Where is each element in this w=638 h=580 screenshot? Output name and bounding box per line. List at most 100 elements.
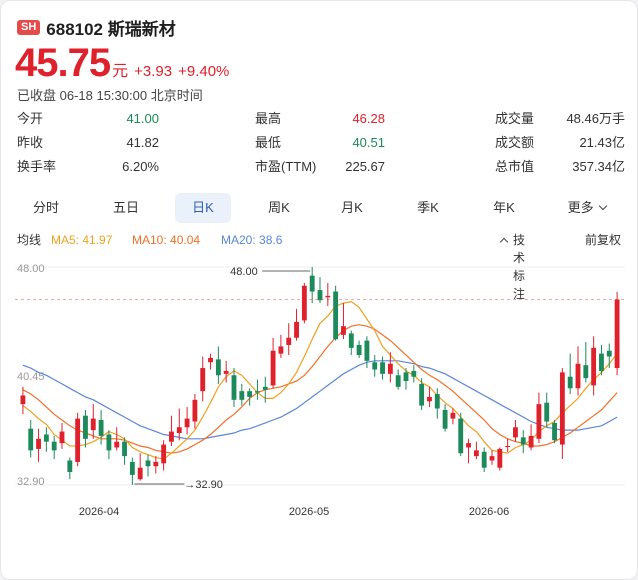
candle-body — [90, 418, 96, 431]
stat-value-open: 41.00 — [126, 111, 159, 126]
tab-more-label: 更多 — [567, 200, 594, 215]
candlestick-chart[interactable]: 48.00 40.45 32.90 48.00 →32.90 2026-04 2026-05… — [1, 253, 637, 523]
tab-five-day[interactable]: 五日 — [112, 200, 139, 215]
candle-body — [380, 362, 385, 374]
candle-body — [51, 441, 57, 451]
candle-body — [458, 418, 464, 454]
stat-label-high: 最高 — [255, 111, 282, 126]
stat-value-low: 40.51 — [352, 135, 385, 150]
candle-body — [192, 399, 198, 422]
tab-yearly-k[interactable]: 年K — [493, 200, 515, 215]
y-tick-label: 32.90 — [17, 476, 45, 488]
candle-body — [59, 431, 65, 444]
candle-body — [403, 372, 409, 382]
candle-body — [317, 290, 323, 301]
stat-value-turnover: 6.20% — [122, 159, 159, 174]
candle-body — [387, 363, 393, 374]
tab-intraday[interactable]: 分时 — [32, 200, 59, 215]
stat-value-high: 46.28 — [352, 111, 385, 126]
tab-daily-k[interactable]: 日K — [175, 193, 231, 223]
current-price: 45.75 — [15, 41, 111, 85]
candle-body — [247, 391, 253, 397]
candle-body — [184, 418, 190, 428]
candle-body — [231, 375, 237, 400]
candle-body — [161, 444, 167, 464]
period-tabs: 分时 五日 日K 周K 月K 季K 年K 更多 — [1, 193, 637, 223]
candle-body — [419, 383, 425, 406]
candle-body — [591, 347, 597, 386]
candle-body — [137, 467, 143, 480]
candle-body — [223, 370, 229, 374]
market-status: 已收盘 06-18 15:30:00 北京时间 — [17, 88, 203, 103]
candle-body — [559, 372, 565, 445]
x-tick-label: 2026-04 — [79, 506, 119, 518]
price-change: +3.93 — [134, 63, 173, 80]
candle-body — [473, 450, 479, 457]
candle-body — [614, 299, 620, 369]
stat-label-prev-close: 昨收 — [17, 135, 44, 150]
stock-code-name[interactable]: 688102 斯瑞新材 — [46, 20, 176, 39]
candle-body — [153, 461, 159, 467]
y-tick-label: 40.45 — [17, 371, 45, 383]
chevron-double-icon — [499, 237, 509, 247]
y-tick-label: 48.00 — [17, 263, 45, 275]
stat-label-amount: 成交额 — [495, 135, 535, 150]
candle-body — [114, 441, 120, 448]
tab-more[interactable]: 更多 — [557, 193, 617, 223]
candle-body — [411, 370, 417, 377]
candle-body — [536, 404, 542, 439]
stat-label-market-cap: 总市值 — [495, 159, 535, 174]
candle-body — [372, 362, 378, 370]
ma-title: 均线 — [17, 233, 42, 247]
candle-body — [208, 357, 213, 363]
stat-value-prev-close: 41.82 — [126, 135, 159, 150]
candle-body — [364, 340, 370, 361]
stat-label-volume: 成交量 — [495, 111, 535, 126]
ma10-line — [22, 324, 618, 454]
candle-body — [450, 412, 456, 419]
candle-body — [239, 391, 245, 400]
technical-annotation-toggle[interactable]: 技术标注 — [499, 231, 525, 301]
stat-value-market-cap: 357.34亿 — [572, 159, 625, 174]
ma5-legend: MA5: 41.97 — [51, 233, 113, 247]
ma-legend: 均线 MA5: 41.97 MA10: 40.04 MA20: 38.6 技术标… — [17, 231, 625, 301]
candle-body — [294, 321, 299, 338]
tab-monthly-k[interactable]: 月K — [341, 200, 363, 215]
adjust-mode-button[interactable]: 前复权 — [585, 233, 622, 247]
stat-label-open: 今开 — [17, 111, 44, 126]
candle-body — [106, 434, 112, 451]
candle-body — [75, 418, 81, 462]
candle-body — [356, 344, 362, 356]
candle-body — [145, 460, 151, 467]
high-marker-label: 48.00 — [230, 266, 258, 278]
stat-label-low: 最低 — [255, 135, 282, 150]
stock-header: SH 688102 斯瑞新材 — [17, 15, 176, 40]
tab-quarterly-k[interactable]: 季K — [417, 200, 439, 215]
candle-body — [67, 460, 73, 473]
technical-annotation-label: 技术标注 — [513, 233, 526, 301]
candle-body — [215, 359, 221, 376]
candle-body — [28, 428, 34, 451]
candle-body — [309, 275, 315, 292]
candle-body — [286, 337, 292, 345]
stat-value-pe: 225.67 — [345, 159, 385, 174]
candle-body — [83, 415, 88, 439]
candle-body — [434, 394, 440, 409]
candle-body — [528, 435, 534, 448]
candle-body — [36, 438, 41, 449]
candle-body — [583, 365, 589, 379]
tab-weekly-k[interactable]: 周K — [268, 200, 290, 215]
candle-body — [497, 448, 503, 468]
candle-body — [200, 368, 206, 392]
candle-body — [505, 446, 511, 448]
candle-body — [129, 461, 135, 475]
candle-body — [176, 427, 182, 434]
stat-value-amount: 21.43亿 — [579, 135, 625, 150]
chevron-down-icon — [599, 201, 608, 211]
candle-body — [442, 409, 448, 429]
ma20-line — [22, 360, 618, 440]
candle-body — [606, 350, 612, 357]
candle-body — [395, 375, 401, 387]
candle-body — [427, 396, 432, 402]
ma10-legend: MA10: 40.04 — [132, 233, 201, 247]
